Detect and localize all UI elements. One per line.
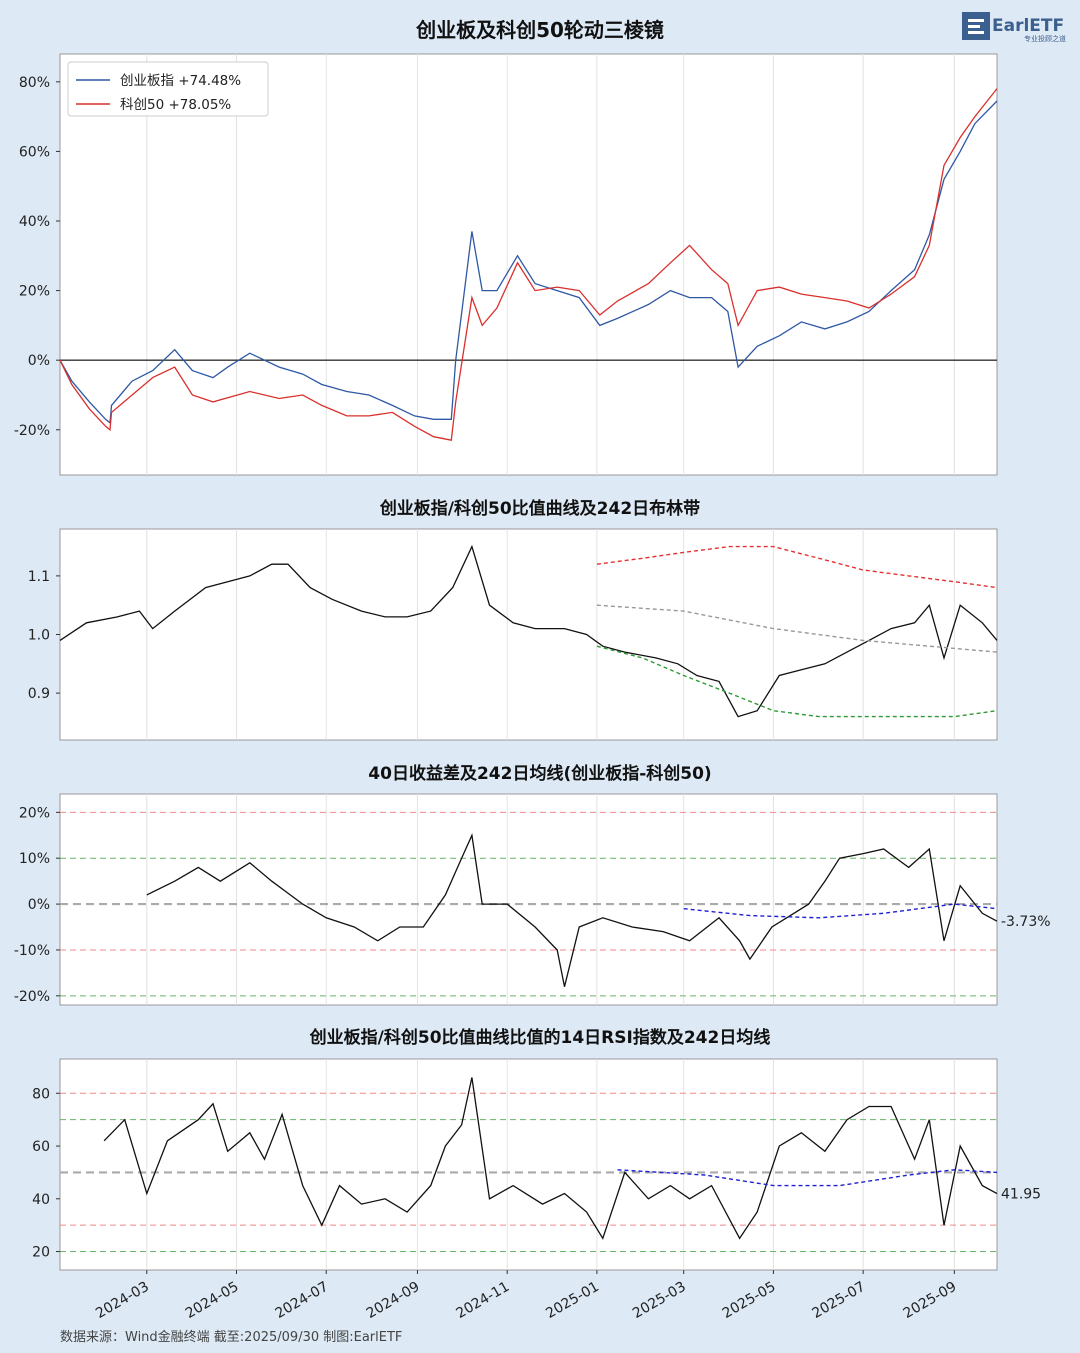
x-tick-label: 2024-11 <box>454 1279 513 1322</box>
legend-label: 科创50 +78.05% <box>120 97 231 113</box>
legend-box <box>67 61 269 117</box>
y-tick-label: 1.0 <box>28 628 50 644</box>
x-tick-label: 2025-03 <box>630 1279 689 1322</box>
x-tick-label: 2025-05 <box>720 1279 779 1322</box>
panel-index-returns: 80% 60% 40% 20% 0% -20% 创业板指 +74.48% 科创50 +78.0… <box>14 53 998 476</box>
plot-area <box>59 793 998 1006</box>
panel-ratio-bollinger: 1.1 1.0 0.9 <box>28 528 998 741</box>
panel2-title: 创业板指/科创50比值曲线及242日布林带 <box>379 499 701 519</box>
series-line-1 <box>59 88 998 441</box>
series-line-0 <box>59 544 998 718</box>
plot-area <box>59 528 998 741</box>
y-tick-label: 10% <box>19 851 50 867</box>
panel-rsi: 80 60 40 20 41.95 2024-03 2024-05 2024-07 2024-0… <box>32 1058 1041 1322</box>
y-tick-label: 0% <box>28 897 50 913</box>
earletf-logo: EarlETF 专业投顾之道 <box>962 12 1066 43</box>
logo-text: EarlETF <box>992 16 1064 36</box>
y-tick-label: 80 <box>32 1086 50 1102</box>
y-tick-label: 0.9 <box>28 686 50 702</box>
y-tick-label: 80% <box>19 75 50 91</box>
end-value-label: 41.95 <box>1001 1187 1041 1203</box>
x-tick-label: 2024-05 <box>183 1279 242 1322</box>
y-tick-label: 20% <box>19 805 50 821</box>
legend-label: 创业板指 +74.48% <box>120 73 241 89</box>
logo-subtext: 专业投顾之道 <box>1024 34 1066 43</box>
y-tick-label: -20% <box>14 989 50 1005</box>
x-tick-label: 2024-07 <box>273 1279 332 1322</box>
series-line-1 <box>617 1169 998 1187</box>
y-tick-label: 1.1 <box>28 569 50 585</box>
y-tick-label: 40 <box>32 1192 50 1208</box>
plot-area <box>59 1058 998 1271</box>
end-value-label: -3.73% <box>1001 914 1051 930</box>
x-tick-label: 2025-07 <box>809 1279 868 1322</box>
series-line-1 <box>596 545 998 589</box>
panel4-title: 创业板指/科创50比值曲线比值的14日RSI指数及242日均线 <box>309 1028 771 1048</box>
series-line-3 <box>596 645 998 718</box>
plot-area <box>59 53 998 476</box>
y-tick-label: -20% <box>14 423 50 439</box>
y-tick-label: 60 <box>32 1139 50 1155</box>
y-tick-label: 20 <box>32 1245 50 1261</box>
source-footer: 数据来源：Wind金融终端 截至:2025/09/30 制图:EarlETF <box>60 1330 403 1345</box>
legend: 创业板指 +74.48% 科创50 +78.05% <box>67 61 269 117</box>
panel-return-spread: 20% 10% 0% -10% -20% -3.73% <box>14 793 1051 1006</box>
series-line-0 <box>103 1077 998 1240</box>
x-tick-label: 2025-01 <box>543 1279 602 1322</box>
y-tick-label: 40% <box>19 214 50 230</box>
x-tick-label: 2024-09 <box>364 1279 423 1322</box>
series-line-1 <box>683 903 998 919</box>
series-line-2 <box>596 604 998 653</box>
panel3-title: 40日收益差及242日均线(创业板指-科创50) <box>368 764 712 784</box>
y-tick-label: 0% <box>28 353 50 369</box>
y-tick-label: 20% <box>19 284 50 300</box>
series-line-0 <box>59 100 998 425</box>
x-tick-label: 2024-03 <box>93 1279 152 1322</box>
y-tick-label: -10% <box>14 943 50 959</box>
x-tick-label: 2025-09 <box>901 1279 960 1322</box>
chart-main-title: 创业板及科创50轮动三棱镜 <box>416 18 664 42</box>
y-tick-label: 60% <box>19 144 50 160</box>
series-line-0 <box>146 833 998 987</box>
